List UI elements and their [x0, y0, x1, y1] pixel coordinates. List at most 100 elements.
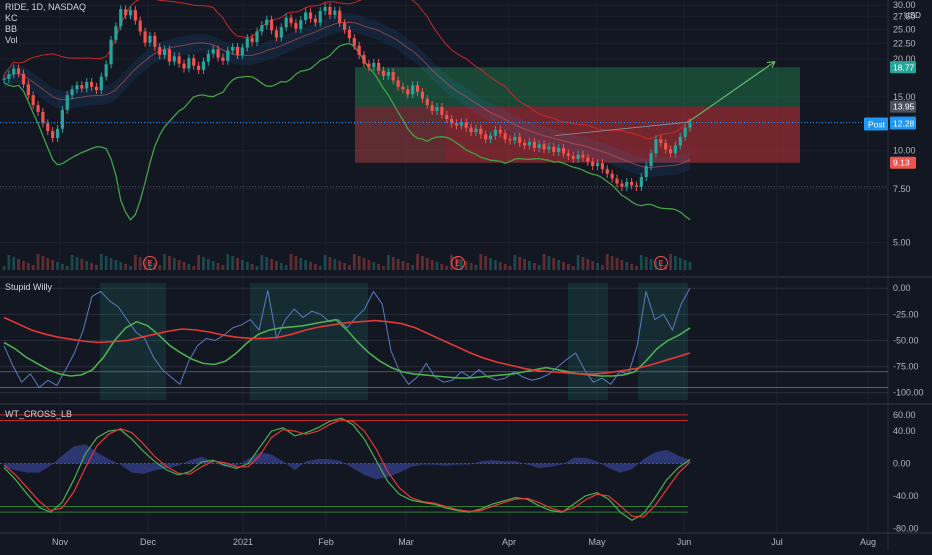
- candle-body: [615, 178, 619, 184]
- volume-bar: [226, 254, 230, 270]
- volume-bar: [649, 259, 653, 270]
- volume-bar: [479, 254, 483, 270]
- price-label-text: 9.13: [893, 158, 910, 168]
- volume-bar: [518, 257, 522, 270]
- candle-body: [591, 161, 595, 167]
- candle-body: [162, 49, 167, 55]
- stupid-willy-pane[interactable]: [0, 283, 888, 400]
- volume-bar: [148, 261, 152, 270]
- volume-bar: [80, 259, 84, 270]
- candle-body: [566, 153, 570, 157]
- wt-title[interactable]: WT_CROSS_LB: [5, 409, 73, 419]
- volume-bar: [2, 266, 6, 270]
- wt-legend[interactable]: WT_CROSS_LB: [5, 409, 72, 420]
- price-tick-label: 25.00: [893, 24, 916, 34]
- volume-bar: [537, 265, 541, 270]
- candle-body: [36, 105, 40, 112]
- volume-bar: [435, 262, 439, 270]
- volume-bar: [498, 262, 502, 270]
- candle-body: [250, 38, 254, 43]
- willy-legend[interactable]: Stupid Willy: [5, 282, 52, 293]
- price-label: [890, 117, 916, 130]
- study-vol[interactable]: Vol: [5, 35, 18, 45]
- candle-body: [557, 148, 561, 152]
- volume-bar: [688, 262, 692, 270]
- volume-bar: [104, 256, 108, 270]
- volume-bar: [610, 256, 614, 270]
- candle-body: [396, 80, 400, 87]
- volume-bar: [523, 259, 526, 270]
- willy-title[interactable]: Stupid Willy: [5, 282, 53, 292]
- volume-bar: [620, 260, 624, 270]
- volume-bar: [421, 256, 424, 270]
- volume-bar: [202, 257, 205, 270]
- volume-bar: [484, 256, 488, 270]
- volume-bar: [133, 255, 137, 270]
- willy-tick-label: -50.00: [893, 335, 919, 345]
- volume-bar: [508, 266, 512, 270]
- candle-body: [352, 38, 356, 46]
- candle-body: [634, 185, 639, 188]
- volume-bar: [260, 255, 264, 270]
- candle-body: [167, 49, 172, 62]
- candle-body: [459, 122, 463, 126]
- volume-bar: [425, 258, 429, 270]
- projection-arrowhead: [766, 60, 776, 68]
- candle-body: [411, 85, 415, 95]
- volume-bar: [382, 266, 385, 270]
- volume-bar: [386, 255, 390, 270]
- x-tick-label: Jun: [677, 537, 692, 547]
- symbol-title[interactable]: RIDE, 1D, NASDAQ: [5, 2, 87, 12]
- candle-body: [522, 142, 527, 146]
- volume-bar: [206, 259, 210, 270]
- candle-body: [235, 46, 240, 55]
- wt-tick-label: 40.00: [893, 426, 916, 436]
- candle-body: [226, 50, 230, 61]
- price-label-text: 13.95: [893, 102, 915, 112]
- x-tick-label: 2021: [233, 537, 253, 547]
- main-legend[interactable]: RIDE, 1D, NASDAQ KC BB Vol: [5, 2, 86, 46]
- volume-bar: [654, 261, 658, 270]
- candle-body: [274, 30, 279, 38]
- study-bb[interactable]: BB: [5, 24, 18, 34]
- earnings-event-label: E: [455, 259, 460, 268]
- keltner-channel-fill: [4, 13, 690, 178]
- candle-body: [581, 154, 585, 158]
- candle-body: [377, 62, 381, 71]
- price-tick-label: 10.00: [893, 146, 916, 156]
- volume-bar: [566, 264, 570, 270]
- candle-body: [289, 17, 293, 24]
- candle-body: [586, 157, 590, 162]
- candle-body: [668, 149, 673, 154]
- candle-body: [362, 54, 366, 64]
- volume-bar: [391, 257, 395, 270]
- candle-body: [109, 39, 113, 65]
- candle-body: [284, 17, 288, 28]
- loss-zone: [355, 106, 800, 163]
- oversold-zone: [568, 283, 608, 400]
- volume-bar: [367, 260, 371, 270]
- volume-bar: [318, 266, 322, 270]
- study-kc[interactable]: KC: [5, 13, 18, 23]
- volume-bar: [26, 263, 30, 270]
- willy-tick-label: 0.00: [893, 283, 911, 293]
- candle-body: [474, 128, 478, 133]
- candle-body: [187, 58, 191, 69]
- volume-bar: [250, 264, 254, 270]
- volume-bar: [12, 257, 16, 270]
- volume-bar: [333, 259, 337, 270]
- candle-body: [537, 144, 541, 149]
- candle-body: [221, 57, 225, 61]
- candle-body: [561, 148, 566, 154]
- volume-bar: [114, 260, 118, 270]
- candle-body: [649, 153, 653, 167]
- post-tag: [864, 117, 888, 131]
- momentum-area: [4, 444, 690, 480]
- volume-bar: [99, 254, 103, 270]
- wt-cross-pane[interactable]: [0, 414, 691, 522]
- volume-bar: [221, 265, 225, 270]
- candle-body: [70, 89, 74, 96]
- x-tick-label: Dec: [140, 537, 157, 547]
